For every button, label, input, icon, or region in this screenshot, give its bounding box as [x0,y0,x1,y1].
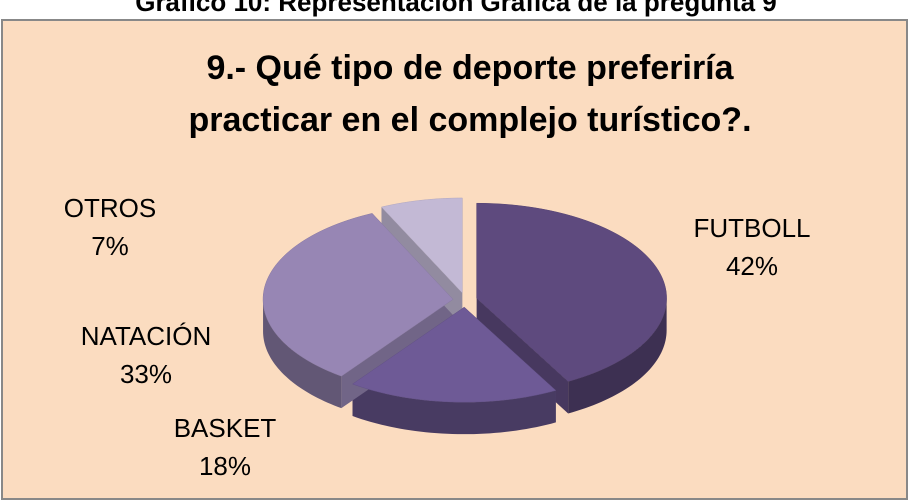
slice-side [568,298,667,414]
slice-value-label: 7% [91,231,129,261]
slice-side [352,384,556,435]
slice [476,202,667,382]
slice-value-label: 42% [726,251,778,281]
slice-value-label: 18% [199,451,251,481]
chart-title: 9.- Qué tipo de deporte preferiría [206,49,734,87]
slice-label: NATACIÓN [81,321,211,351]
slice [352,306,557,403]
slice-label: BASKET [174,413,277,443]
slice-label: OTROS [64,193,156,223]
slice-value-label: 33% [120,359,172,389]
slice [262,213,454,377]
slice-side [263,299,342,409]
slice-label: FUTBOLL [693,213,810,243]
slice [381,197,463,294]
caption: Gráfico 10: Representación Gráfica de la… [135,0,777,17]
chart-title: practicar en el complejo turístico?. [188,101,751,139]
